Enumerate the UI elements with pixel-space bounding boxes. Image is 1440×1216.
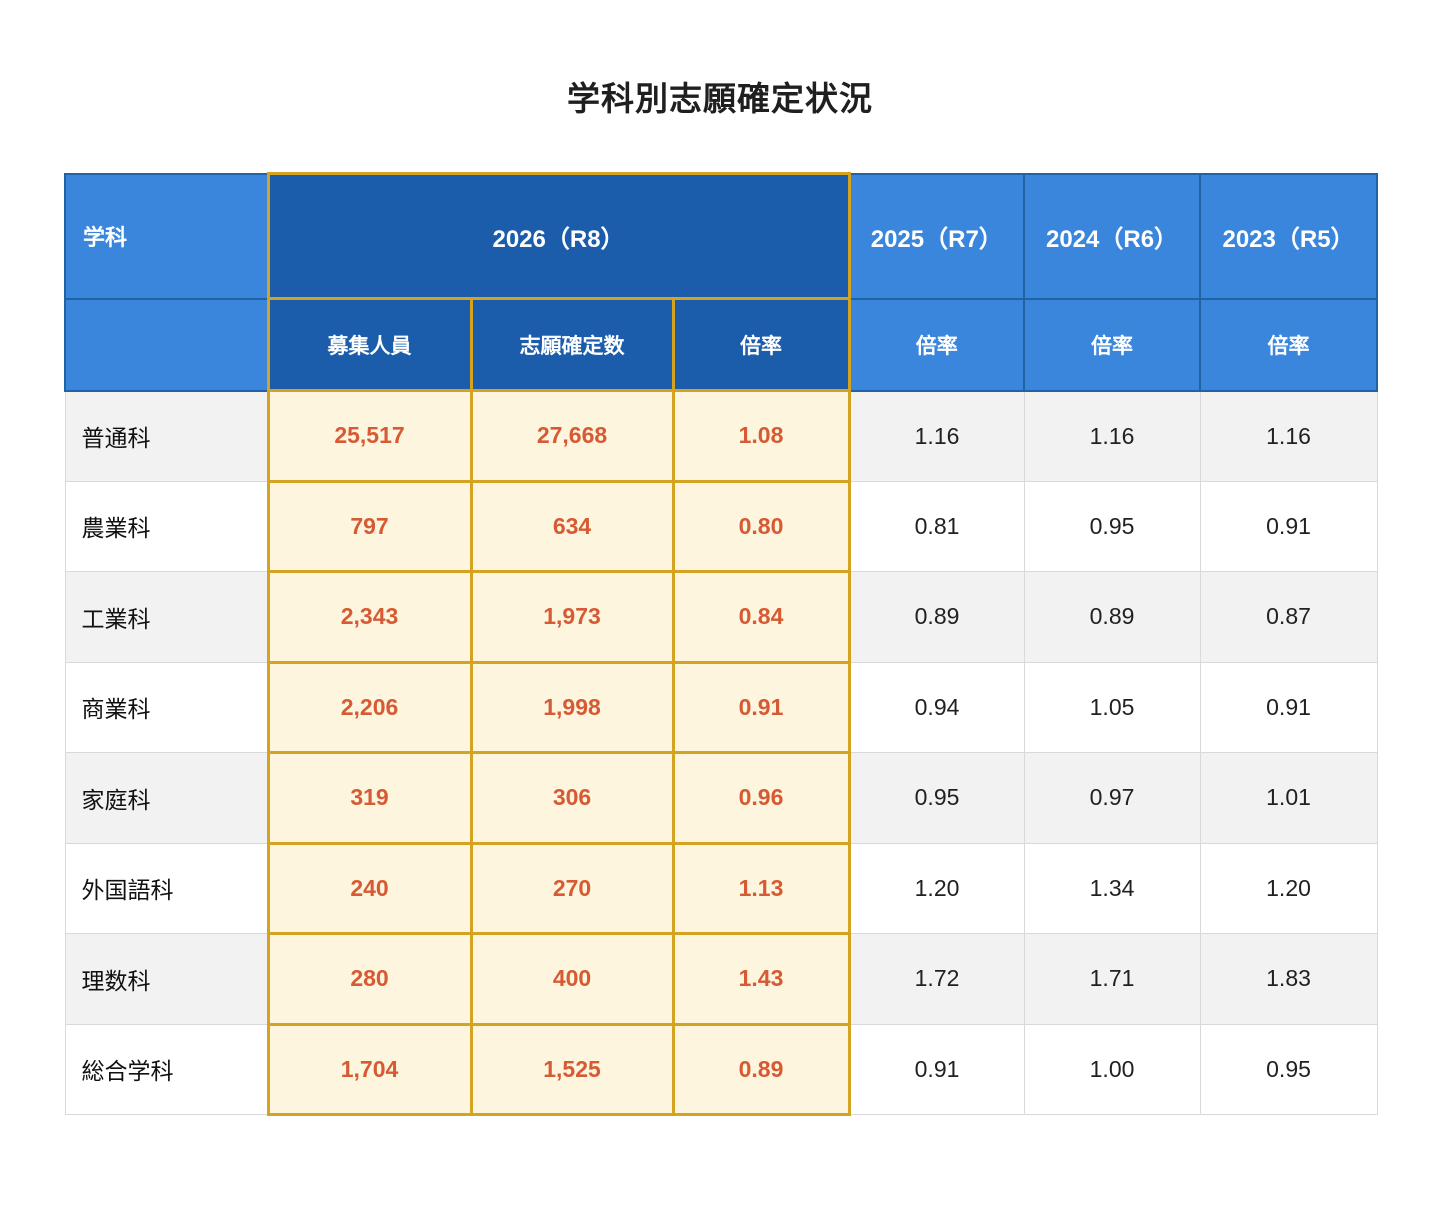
cell-confirmed-2026: 306 (469, 751, 675, 845)
cell-ratio-2024: 0.95 (1023, 480, 1201, 572)
row-label: 理数科 (64, 933, 269, 1025)
page-title: 学科別志願確定状況 (567, 80, 873, 117)
table-row: 商業科 2,206 1,998 0.91 0.94 1.05 0.91 (64, 660, 1378, 754)
table-body: 普通科 25,517 27,668 1.08 1.16 1.16 1.16 農業科 797 634… (64, 389, 1378, 1116)
header-department-spacer (64, 297, 269, 392)
cell-ratio-2025: 0.91 (848, 1023, 1025, 1115)
header-sub-ratio-2025: 倍率 (848, 297, 1026, 392)
cell-confirmed-2026: 1,525 (469, 1022, 675, 1116)
cell-ratio-2026: 0.96 (671, 751, 851, 845)
table-row: 農業科 797 634 0.80 0.81 0.95 0.91 (64, 479, 1378, 573)
row-label: 総合学科 (64, 1023, 269, 1115)
table-row: 家庭科 319 306 0.96 0.95 0.97 1.01 (64, 751, 1378, 845)
cell-ratio-2025: 0.95 (848, 752, 1025, 844)
header-department: 学科 (64, 172, 269, 300)
table-row: 工業科 2,343 1,973 0.84 0.89 0.89 0.87 (64, 570, 1378, 664)
cell-ratio-2023: 0.87 (1199, 571, 1378, 663)
row-label: 家庭科 (64, 752, 269, 844)
header-sub-ratio-2024: 倍率 (1023, 297, 1202, 392)
cell-ratio-2026: 1.08 (671, 389, 851, 483)
cell-ratio-2023: 1.20 (1199, 842, 1378, 934)
row-label: 農業科 (64, 480, 269, 572)
header-sub-ratio-2023: 倍率 (1199, 297, 1379, 392)
cell-ratio-2026: 1.43 (671, 932, 851, 1026)
cell-ratio-2026: 1.13 (671, 841, 851, 935)
row-label: 商業科 (64, 661, 269, 753)
cell-ratio-2026: 0.84 (671, 570, 851, 664)
department-application-table: 学科 2026（R8） 2025（R7） 2024（R6） 2023（R5） 募… (64, 172, 1379, 1116)
cell-recruit-2026: 797 (266, 479, 473, 573)
table-row: 外国語科 240 270 1.13 1.20 1.34 1.20 (64, 841, 1378, 935)
cell-confirmed-2026: 634 (469, 479, 675, 573)
cell-confirmed-2026: 400 (469, 932, 675, 1026)
cell-ratio-2024: 1.16 (1023, 390, 1201, 482)
cell-recruit-2026: 280 (266, 932, 473, 1026)
cell-ratio-2025: 0.94 (848, 661, 1025, 753)
cell-ratio-2024: 1.05 (1023, 661, 1201, 753)
cell-ratio-2023: 0.91 (1199, 480, 1378, 572)
header-sub-recruit: 募集人員 (266, 297, 473, 392)
cell-ratio-2024: 1.00 (1023, 1023, 1201, 1115)
cell-recruit-2026: 240 (266, 841, 473, 935)
header-year-2026: 2026（R8） (266, 172, 851, 300)
cell-ratio-2026: 0.91 (671, 660, 851, 754)
cell-ratio-2025: 0.81 (848, 480, 1025, 572)
cell-recruit-2026: 2,343 (266, 570, 473, 664)
row-label: 工業科 (64, 571, 269, 663)
cell-ratio-2023: 0.95 (1199, 1023, 1378, 1115)
cell-recruit-2026: 1,704 (266, 1022, 473, 1116)
header-year-2024: 2024（R6） (1023, 172, 1202, 300)
cell-ratio-2025: 1.20 (848, 842, 1025, 934)
header-year-2025: 2025（R7） (848, 172, 1026, 300)
table-row: 理数科 280 400 1.43 1.72 1.71 1.83 (64, 932, 1378, 1026)
cell-confirmed-2026: 1,998 (469, 660, 675, 754)
cell-confirmed-2026: 270 (469, 841, 675, 935)
header-sub-ratio-2026: 倍率 (671, 297, 851, 392)
cell-recruit-2026: 2,206 (266, 660, 473, 754)
cell-ratio-2024: 1.34 (1023, 842, 1201, 934)
cell-ratio-2024: 0.97 (1023, 752, 1201, 844)
cell-confirmed-2026: 27,668 (469, 389, 675, 483)
cell-ratio-2026: 0.80 (671, 479, 851, 573)
cell-confirmed-2026: 1,973 (469, 570, 675, 664)
cell-ratio-2023: 0.91 (1199, 661, 1378, 753)
cell-ratio-2023: 1.83 (1199, 933, 1378, 1025)
cell-ratio-2024: 1.71 (1023, 933, 1201, 1025)
cell-ratio-2025: 0.89 (848, 571, 1025, 663)
table-row: 普通科 25,517 27,668 1.08 1.16 1.16 1.16 (64, 389, 1378, 483)
cell-recruit-2026: 25,517 (266, 389, 473, 483)
header-sub-confirmed: 志願確定数 (469, 297, 675, 392)
cell-ratio-2025: 1.16 (848, 390, 1025, 482)
cell-ratio-2025: 1.72 (848, 933, 1025, 1025)
header-year-2023: 2023（R5） (1199, 172, 1379, 300)
cell-ratio-2023: 1.01 (1199, 752, 1378, 844)
cell-ratio-2026: 0.89 (671, 1022, 851, 1116)
row-label: 普通科 (64, 390, 269, 482)
cell-ratio-2024: 0.89 (1023, 571, 1201, 663)
cell-recruit-2026: 319 (266, 751, 473, 845)
cell-ratio-2023: 1.16 (1199, 390, 1378, 482)
table-row: 総合学科 1,704 1,525 0.89 0.91 1.00 0.95 (64, 1022, 1378, 1116)
row-label: 外国語科 (64, 842, 269, 934)
